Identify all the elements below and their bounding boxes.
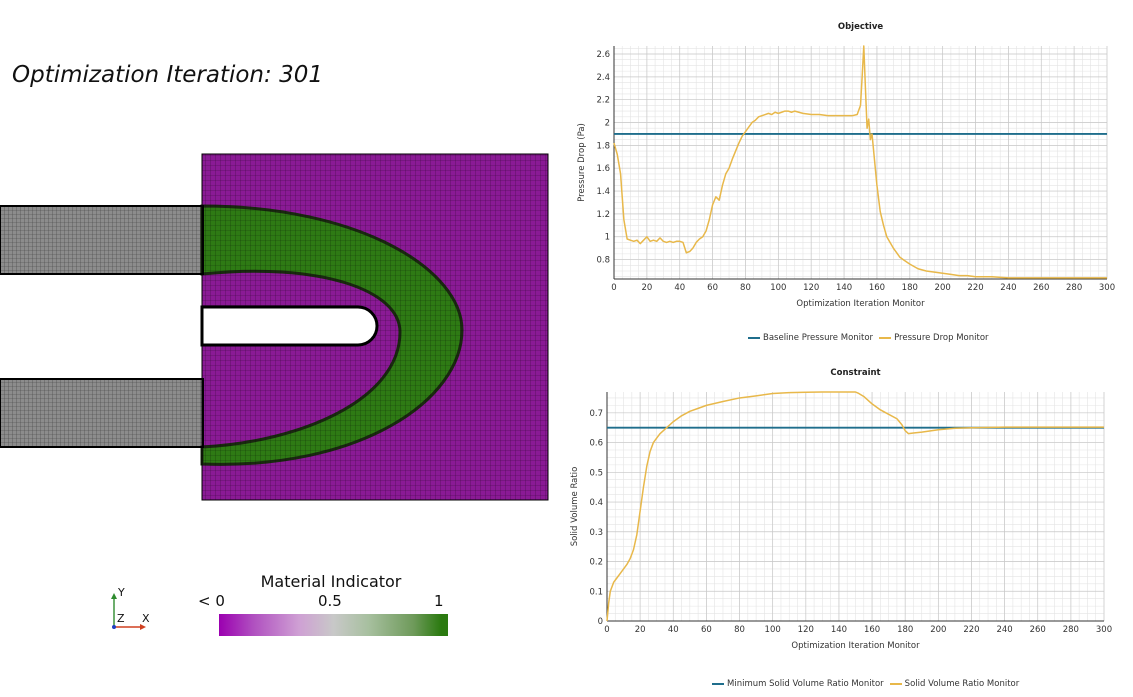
objective-x-tick-label: 220 [967,283,983,293]
constraint-chart: Constraint 0 20 40 60 80 100 120 140 160 180 200 220… [563,360,1123,669]
objective-y-tick-label: 2.4 [596,73,610,83]
triad-z-label: Z [117,612,125,625]
objective-y-tick-label: 2 [605,119,610,129]
constraint-x-tick-label: 40 [668,625,679,635]
constraint-y-tick-label: 0.4 [589,498,603,508]
constraint-x-tick-label: 0 [604,625,609,635]
constraint-x-tick-label: 240 [996,625,1012,635]
constraint-y-tick-label: 0.3 [589,528,603,538]
constraint-x-label: Optimization Iteration Monitor [791,641,920,651]
objective-y-tick-label: 1 [605,233,610,243]
objective-x-label: Optimization Iteration Monitor [796,299,925,309]
objective-x-tick-label: 120 [803,283,819,293]
constraint-x-tick-label: 140 [831,625,847,635]
objective-y-tick-label: 1.4 [596,187,610,197]
constraint-x-tick-label: 180 [897,625,913,635]
objective-x-tick-label: 280 [1066,283,1082,293]
legend-pressure-drop: Pressure Drop Monitor [894,333,989,343]
constraint-y-tick-label: 0.5 [589,468,603,478]
constraint-x-tick-label: 100 [765,625,781,635]
legend-baseline-pressure: Baseline Pressure Monitor [763,333,874,343]
objective-y-label: Pressure Drop (Pa) [577,123,587,202]
objective-series-pressure-drop-monitor [613,45,1107,279]
objective-x-tick-label: 260 [1033,283,1049,293]
axis-triad: Y Z X [111,586,150,630]
objective-x-tick-label: 300 [1099,283,1115,293]
objective-x-tick-label: 140 [836,283,852,293]
constraint-x-tick-label: 80 [734,625,745,635]
legend-tick-max: 1 [434,592,444,610]
objective-x-tick-label: 40 [674,283,685,293]
triad-x-label: X [142,612,150,625]
constraint-x-tick-label: 280 [1063,625,1079,635]
objective-x-tick-label: 80 [740,283,751,293]
constraint-x-tick-label: 160 [864,625,880,635]
objective-title: Objective [838,22,884,32]
legend-solid-volume-ratio: Solid Volume Ratio Monitor [904,679,1020,689]
constraint-series-solid-volume-ratio-monitor [606,391,1104,622]
objective-y-tick-label: 1.8 [596,141,610,151]
iteration-label: Optimization Iteration: [12,62,272,88]
objective-y-tick-label: 0.8 [596,256,610,266]
legend-tick-min: < 0 [198,592,225,610]
color-legend: Material Indicator < 0 0.5 1 [196,572,466,642]
objective-y-tick-label: 2.6 [596,50,610,60]
objective-y-tick-label: 2.2 [596,96,610,106]
iteration-title: Optimization Iteration: 301 [12,62,323,88]
constraint-y-tick-label: 0.6 [589,439,603,449]
constraint-x-tick-label: 60 [701,625,712,635]
mesh-view[interactable] [0,150,552,505]
constraint-x-tick-label: 20 [635,625,646,635]
constraint-legend: Minimum Solid Volume Ratio Monitor Solid… [712,679,1019,689]
objective-x-tick-label: 200 [935,283,951,293]
constraint-x-tick-label: 260 [1030,625,1046,635]
objective-x-tick-label: 0 [611,283,616,293]
objective-chart: Objective 0 20 40 60 80 100 120 140 160 180 200 220 2… [570,14,1120,358]
constraint-y-label: Solid Volume Ratio [570,467,580,547]
constraint-x-tick-label: 120 [798,625,814,635]
constraint-x-tick-label: 300 [1096,625,1112,635]
divider-wall [200,305,379,347]
objective-x-tick-label: 20 [641,283,652,293]
constraint-x-tick-label: 200 [930,625,946,635]
constraint-y-tick-label: 0.1 [589,587,603,597]
constraint-y-tick-label: 0.2 [589,558,603,568]
objective-x-tick-label: 160 [869,283,885,293]
color-legend-title: Material Indicator [260,572,402,591]
legend-tick-mid: 0.5 [318,592,342,610]
constraint-y-tick-label: 0 [598,617,603,627]
constraint-y-tick-label: 0.7 [589,409,603,419]
color-legend-bar [219,614,448,636]
objective-legend: Baseline Pressure Monitor Pressure Drop … [748,333,989,343]
legend-minimum-solid-volume: Minimum Solid Volume Ratio Monitor [727,679,884,689]
objective-x-tick-label: 180 [902,283,918,293]
objective-y-tick-label: 1.2 [596,210,610,220]
objective-x-tick-label: 60 [707,283,718,293]
objective-x-tick-label: 240 [1000,283,1016,293]
objective-y-tick-label: 1.6 [596,164,610,174]
triad-y-label: Y [117,586,125,599]
constraint-title: Constraint [830,368,880,378]
constraint-x-tick-label: 220 [963,625,979,635]
iteration-value: 301 [279,62,323,88]
objective-x-tick-label: 100 [770,283,786,293]
